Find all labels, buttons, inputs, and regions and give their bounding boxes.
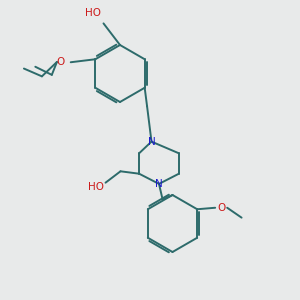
Text: N: N [148, 136, 155, 147]
Text: N: N [155, 179, 163, 189]
Text: HO: HO [85, 8, 101, 19]
Text: HO: HO [88, 182, 104, 192]
Text: O: O [218, 203, 226, 213]
Text: O: O [57, 57, 65, 67]
